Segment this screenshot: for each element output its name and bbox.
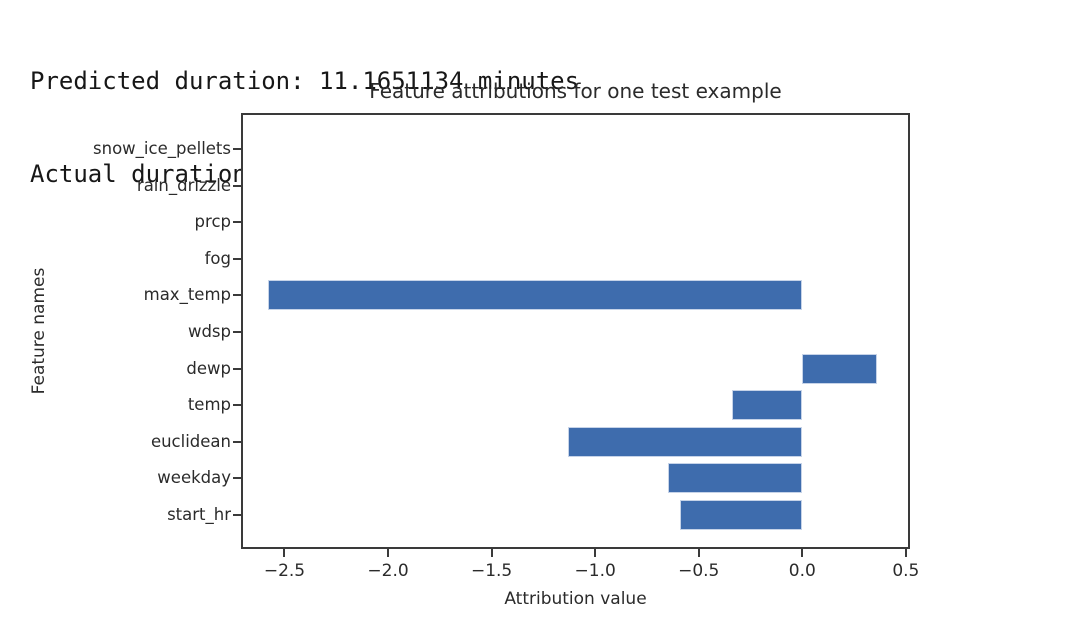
bar-weekday (667, 463, 803, 494)
x-tick-mark (387, 549, 390, 557)
bar-max_temp (267, 280, 803, 311)
y-tick-mark (233, 184, 241, 187)
bar-euclidean (568, 426, 803, 457)
y-tick-mark (233, 367, 241, 370)
x-tick-mark (283, 549, 286, 557)
y-tick-label-snow_ice_pellets: snow_ice_pellets (93, 139, 231, 158)
x-tick-mark (904, 549, 907, 557)
x-tick-mark (801, 549, 804, 557)
y-tick-mark (233, 148, 241, 150)
y-tick-mark (233, 514, 241, 516)
bar-start_hr (680, 500, 803, 530)
y-tick-mark (233, 294, 241, 297)
x-tick-mark (594, 549, 597, 557)
y-tick-mark (233, 257, 241, 260)
y-tick-label-weekday: weekday (157, 468, 231, 488)
x-tick-label: −2.0 (367, 561, 409, 581)
y-tick-label-prcp: prcp (194, 212, 231, 232)
x-tick-label: 0.0 (788, 561, 816, 581)
y-tick-mark (233, 331, 241, 333)
y-tick-label-fog: fog (204, 248, 231, 268)
y-tick-mark (233, 404, 241, 407)
x-axis-label: Attribution value (504, 589, 647, 609)
y-tick-label-start_hr: start_hr (167, 505, 231, 524)
predicted-duration-text: Predicted duration: 11.1651134 minutes (30, 67, 580, 95)
y-tick-mark (233, 477, 241, 480)
chart-title: Feature attributions for one test exampl… (369, 79, 782, 103)
plot-area (241, 113, 910, 549)
y-tick-mark (233, 221, 241, 224)
y-tick-label-rain_drizzle: rain_drizzle (136, 175, 231, 195)
x-tick-label: 0.5 (892, 561, 920, 581)
x-tick-mark (490, 549, 493, 557)
y-tick-label-euclidean: euclidean (150, 431, 231, 451)
y-tick-label-dewp: dewp (186, 358, 231, 378)
x-tick-label: −0.5 (678, 561, 720, 581)
y-tick-label-wdsp: wdsp (187, 322, 231, 341)
x-tick-label: −1.5 (470, 561, 513, 581)
x-tick-mark (697, 549, 700, 557)
y-tick-label-temp: temp (187, 395, 231, 415)
y-tick-mark (233, 440, 241, 443)
x-tick-label: −2.5 (263, 561, 306, 581)
x-tick-label: −1.0 (574, 561, 616, 581)
y-tick-label-max_temp: max_temp (143, 285, 231, 305)
bar-dewp (802, 353, 877, 384)
bar-temp (731, 390, 803, 421)
